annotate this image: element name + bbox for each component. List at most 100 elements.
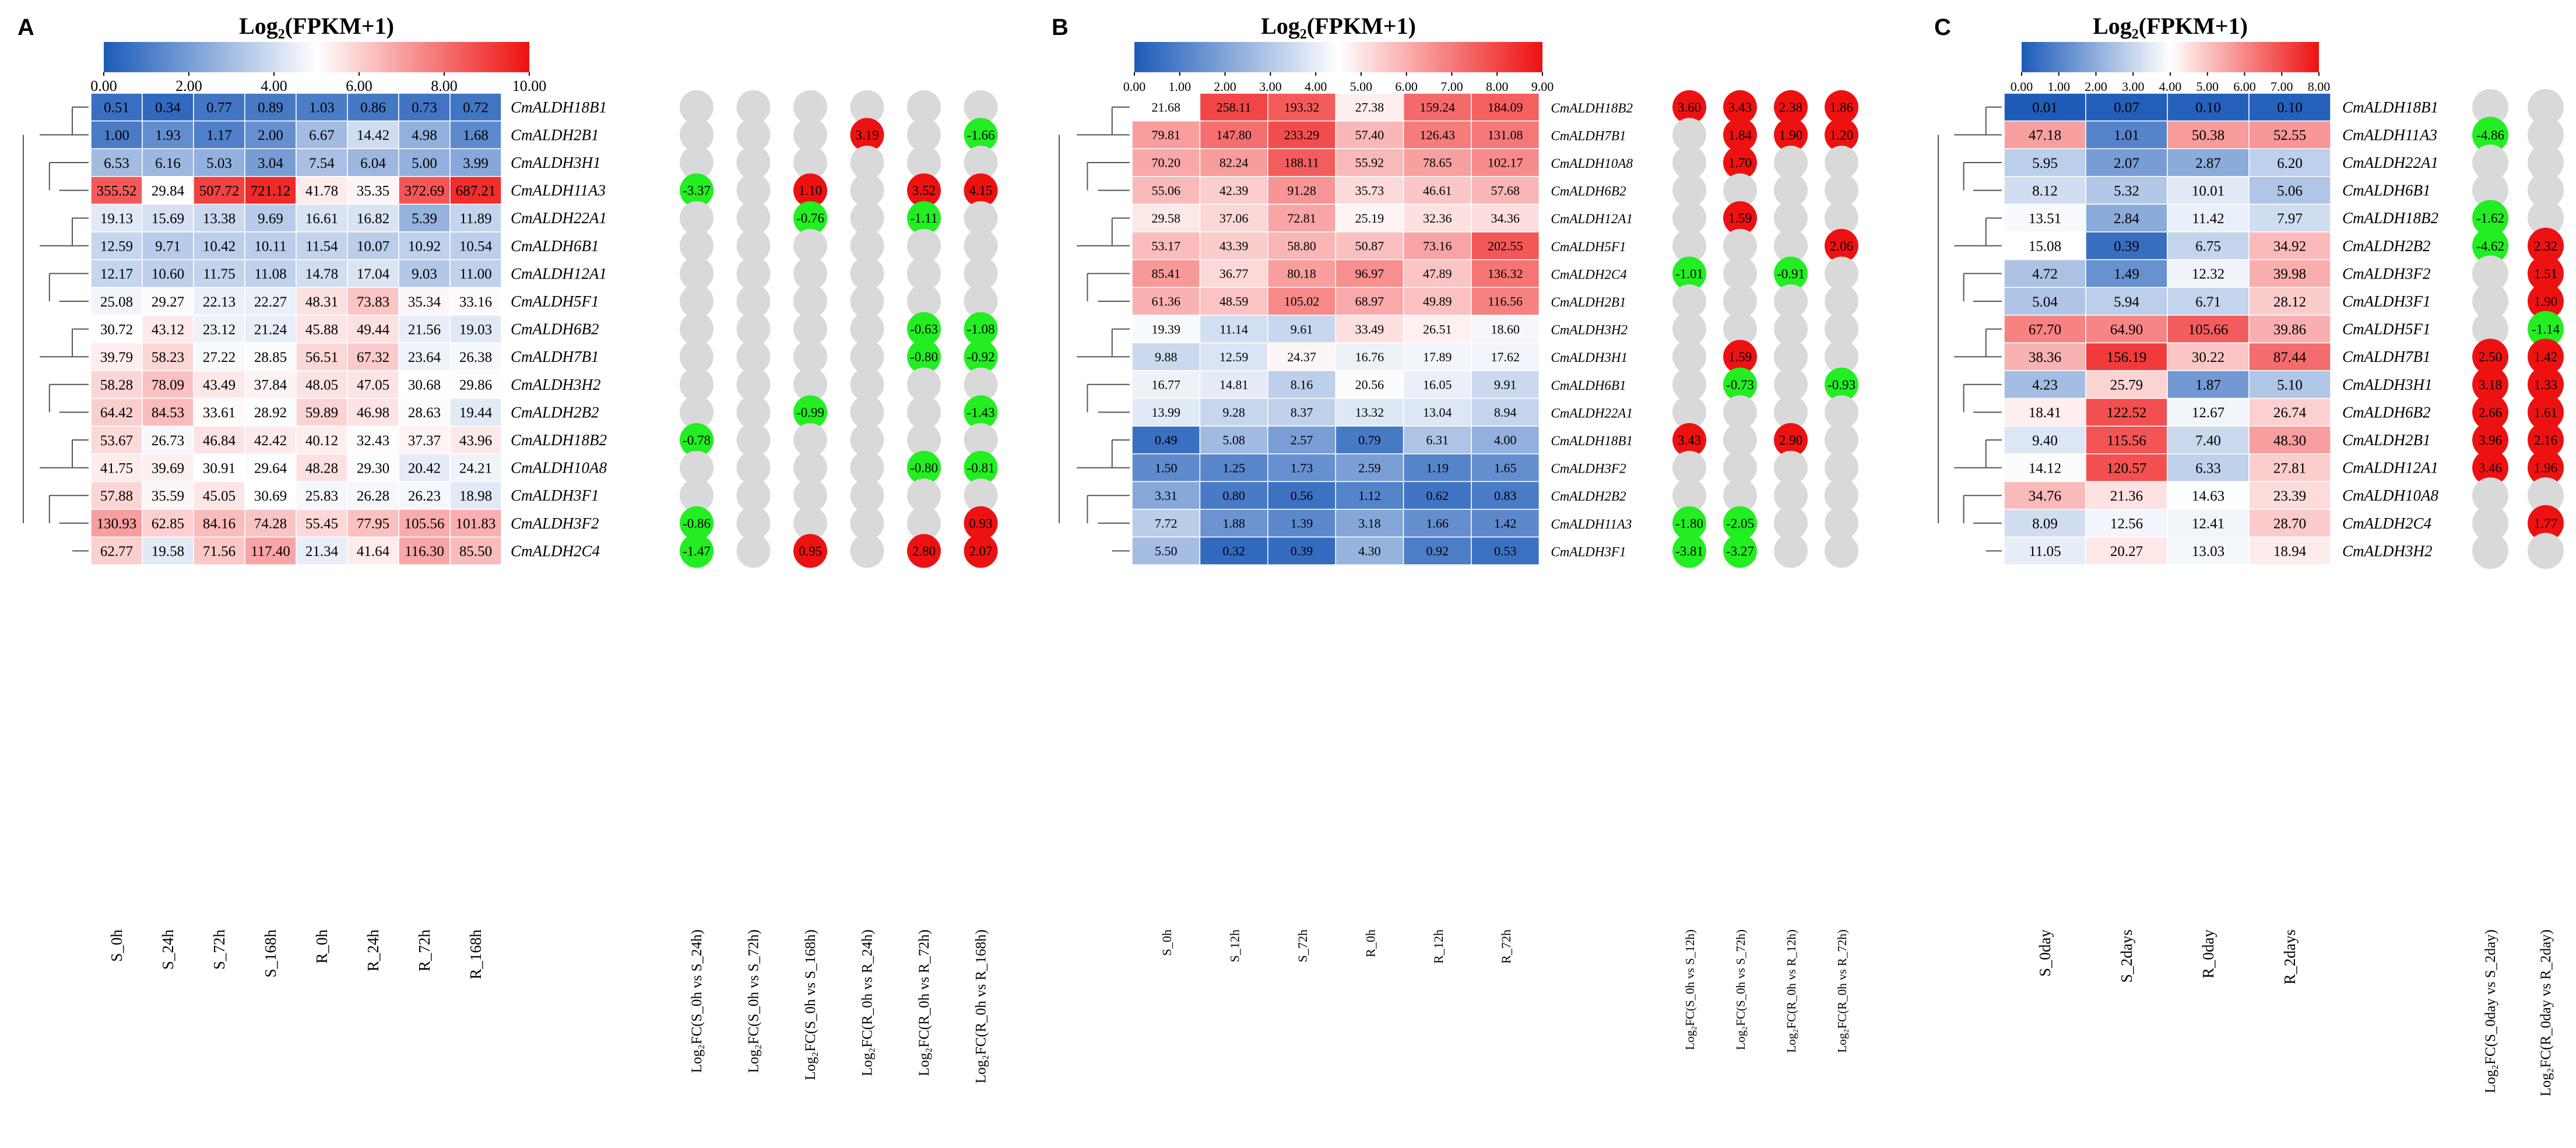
fc-circle (1774, 534, 1808, 568)
cell-value: 20.42 (408, 460, 441, 476)
heatmap-cell (90, 259, 143, 288)
cell-value: 9.61 (1291, 322, 1313, 336)
fc-circle (1723, 395, 1757, 429)
cell-value: 15.08 (2029, 239, 2061, 255)
cell-value: 26.38 (459, 350, 492, 365)
colorbar-tick-label: 6.00 (2233, 79, 2256, 94)
heatmap-cell (244, 259, 297, 288)
cell-value: 687.21 (456, 183, 496, 199)
fc-circle (1723, 450, 1757, 485)
cell-value: 41.75 (100, 460, 133, 476)
heatmap-cell (1335, 425, 1404, 455)
cell-value: 105.02 (1284, 294, 1320, 309)
cell-value: 4.30 (1358, 544, 1381, 558)
heatmap-cell (1267, 536, 1336, 565)
cell-value: 13.38 (203, 211, 236, 227)
cell-value: 47.18 (2029, 128, 2061, 143)
fc-column-label: Log₂FC(R_0h vs R_24h) (860, 929, 876, 1076)
cell-value: 53.67 (100, 433, 133, 449)
fc-circle (1672, 173, 1706, 207)
cell-value: 372.69 (405, 183, 445, 199)
cell-value: 10.42 (203, 239, 236, 255)
fc-value: 2.06 (1830, 239, 1853, 253)
cell-value: 13.04 (1423, 405, 1452, 420)
cell-value: 0.07 (2114, 100, 2139, 116)
cell-value: 18.60 (1491, 322, 1520, 336)
fc-value: 3.46 (2479, 461, 2502, 476)
cell-value: 10.54 (459, 239, 493, 255)
cell-value: 105.56 (405, 516, 445, 532)
cell-value: 30.22 (2192, 350, 2224, 365)
gene-label: CmALDH5F1 (2342, 321, 2431, 338)
gene-label: CmALDH7B1 (511, 348, 599, 365)
heatmap-cell (1199, 370, 1268, 399)
gene-label: CmALDH2B1 (511, 126, 599, 143)
heatmap-cell (1199, 203, 1268, 233)
column-label: R_168h (467, 929, 484, 980)
column-label: S_0day (2036, 929, 2054, 977)
fc-circle (793, 118, 827, 152)
cell-value: 0.80 (1222, 488, 1245, 503)
gene-label: CmALDH18B2 (2342, 209, 2438, 227)
gene-label: CmALDH6B1 (1551, 378, 1626, 393)
fc-circle (680, 312, 714, 346)
fc-value: 3.43 (1678, 433, 1701, 448)
panel-letter: A (17, 15, 34, 40)
cell-value: 47.05 (357, 378, 389, 393)
heatmap-cell (1335, 509, 1404, 538)
colorbar-tick-label: 6.00 (1395, 79, 1418, 94)
heatmap-cell (1471, 425, 1540, 455)
heatmap-cell (449, 342, 502, 371)
cell-value: 41.78 (305, 183, 338, 199)
heatmap-cell (1335, 203, 1404, 233)
heatmap-cell (1335, 148, 1404, 177)
cell-value: 5.08 (1222, 433, 1245, 448)
heatmap-cell (193, 176, 245, 205)
fc-value: -1.66 (967, 128, 995, 142)
cell-value: 5.39 (412, 211, 437, 227)
heatmap-cell (2248, 536, 2331, 565)
fc-circle (2528, 477, 2564, 514)
fc-circle (2472, 200, 2508, 237)
fc-value: 1.51 (2534, 266, 2557, 281)
cell-value: 156.19 (2107, 350, 2147, 365)
heatmap-cell (1403, 259, 1472, 288)
fc-circle (964, 423, 998, 457)
colorbar-tick-label: 8.00 (431, 78, 458, 94)
cell-value: 1.25 (1222, 460, 1245, 475)
fc-value: -1.01 (1675, 266, 1703, 281)
heatmap-cell (2167, 342, 2250, 371)
cell-value: 67.70 (2029, 322, 2061, 337)
heatmap-cell (2004, 453, 2086, 483)
cell-value: 35.34 (408, 294, 441, 310)
fc-value: 3.60 (1678, 100, 1701, 115)
heatmap-cell (1131, 481, 1201, 510)
cell-value: 1.00 (104, 128, 129, 143)
fc-circle (1774, 312, 1808, 346)
fc-value: 1.90 (2534, 294, 2557, 309)
gene-label: CmALDH6B2 (511, 321, 599, 338)
heatmap-cell (2248, 231, 2331, 260)
gene-label: CmALDH3F2 (1551, 462, 1626, 476)
fc-circle (2528, 339, 2564, 375)
heatmap-cell (1131, 509, 1201, 538)
fc-value: 1.84 (1728, 128, 1752, 142)
gene-label: CmALDH3F1 (511, 487, 599, 504)
cell-value: 0.34 (155, 100, 181, 116)
fc-circle (907, 228, 941, 263)
fc-circle (736, 118, 771, 152)
fc-circle (850, 312, 884, 346)
gene-label: CmALDH12A1 (1551, 212, 1633, 226)
cell-value: 12.59 (1220, 350, 1249, 364)
fc-circle (1825, 118, 1858, 152)
cell-value: 35.59 (152, 488, 184, 504)
cell-value: 117.40 (251, 544, 290, 559)
cell-value: 71.56 (203, 544, 236, 559)
heatmap-cell (1403, 342, 1472, 371)
cell-value: 13.51 (2029, 211, 2061, 227)
fc-circle (850, 534, 884, 568)
fc-value: -0.86 (683, 516, 711, 531)
heatmap-cell (2167, 287, 2250, 316)
fc-circle (2472, 145, 2508, 181)
cell-value: 5.10 (2277, 378, 2303, 393)
